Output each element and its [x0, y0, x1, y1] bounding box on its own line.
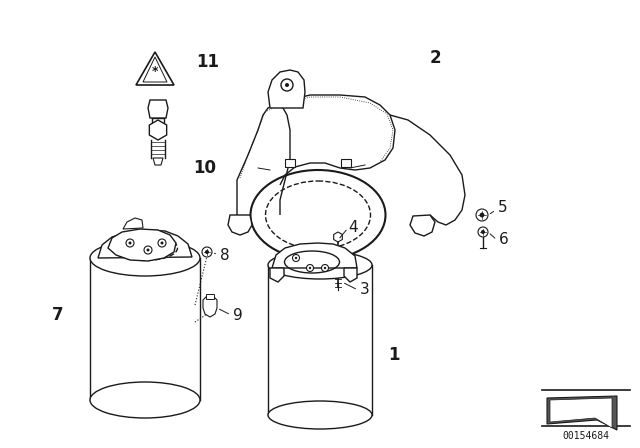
Text: *: * — [152, 65, 158, 78]
Polygon shape — [268, 70, 305, 108]
Bar — [285, 159, 295, 167]
Circle shape — [205, 250, 209, 254]
Text: 00154684: 00154684 — [563, 431, 609, 441]
Circle shape — [309, 267, 311, 269]
Circle shape — [324, 267, 326, 269]
Circle shape — [479, 213, 484, 217]
Polygon shape — [272, 243, 357, 268]
Text: 2: 2 — [430, 49, 442, 67]
Ellipse shape — [90, 382, 200, 418]
Polygon shape — [149, 120, 166, 140]
Text: 3: 3 — [360, 283, 370, 297]
Polygon shape — [123, 218, 143, 229]
Circle shape — [126, 239, 134, 247]
Polygon shape — [550, 398, 612, 428]
Polygon shape — [203, 296, 217, 317]
Ellipse shape — [268, 401, 372, 429]
Polygon shape — [136, 52, 174, 85]
Bar — [206, 294, 214, 299]
Circle shape — [285, 83, 289, 87]
Text: 11: 11 — [196, 53, 219, 71]
Polygon shape — [333, 265, 342, 275]
Circle shape — [478, 227, 488, 237]
Text: 6: 6 — [499, 233, 509, 247]
Polygon shape — [98, 230, 192, 258]
Text: 10: 10 — [193, 159, 216, 177]
Polygon shape — [108, 229, 176, 261]
Polygon shape — [333, 232, 342, 242]
Polygon shape — [148, 100, 168, 118]
Circle shape — [144, 246, 152, 254]
Ellipse shape — [268, 251, 372, 279]
Polygon shape — [344, 268, 357, 282]
Polygon shape — [153, 158, 163, 165]
Text: 5: 5 — [498, 201, 508, 215]
Text: 7: 7 — [52, 306, 63, 324]
Ellipse shape — [90, 240, 200, 276]
Polygon shape — [270, 268, 284, 282]
Circle shape — [129, 241, 131, 245]
Circle shape — [147, 249, 150, 251]
Polygon shape — [547, 396, 617, 430]
Circle shape — [295, 257, 297, 259]
Circle shape — [161, 241, 163, 245]
Circle shape — [202, 247, 212, 257]
Circle shape — [292, 254, 300, 262]
Circle shape — [307, 264, 314, 271]
Text: 4: 4 — [348, 220, 358, 236]
Circle shape — [158, 239, 166, 247]
Polygon shape — [228, 215, 252, 235]
Text: 1: 1 — [388, 346, 399, 364]
Circle shape — [321, 264, 328, 271]
Circle shape — [476, 209, 488, 221]
Text: 9: 9 — [233, 307, 243, 323]
Text: 8: 8 — [220, 247, 230, 263]
Bar — [341, 159, 351, 167]
Circle shape — [481, 230, 485, 234]
Polygon shape — [410, 215, 435, 236]
